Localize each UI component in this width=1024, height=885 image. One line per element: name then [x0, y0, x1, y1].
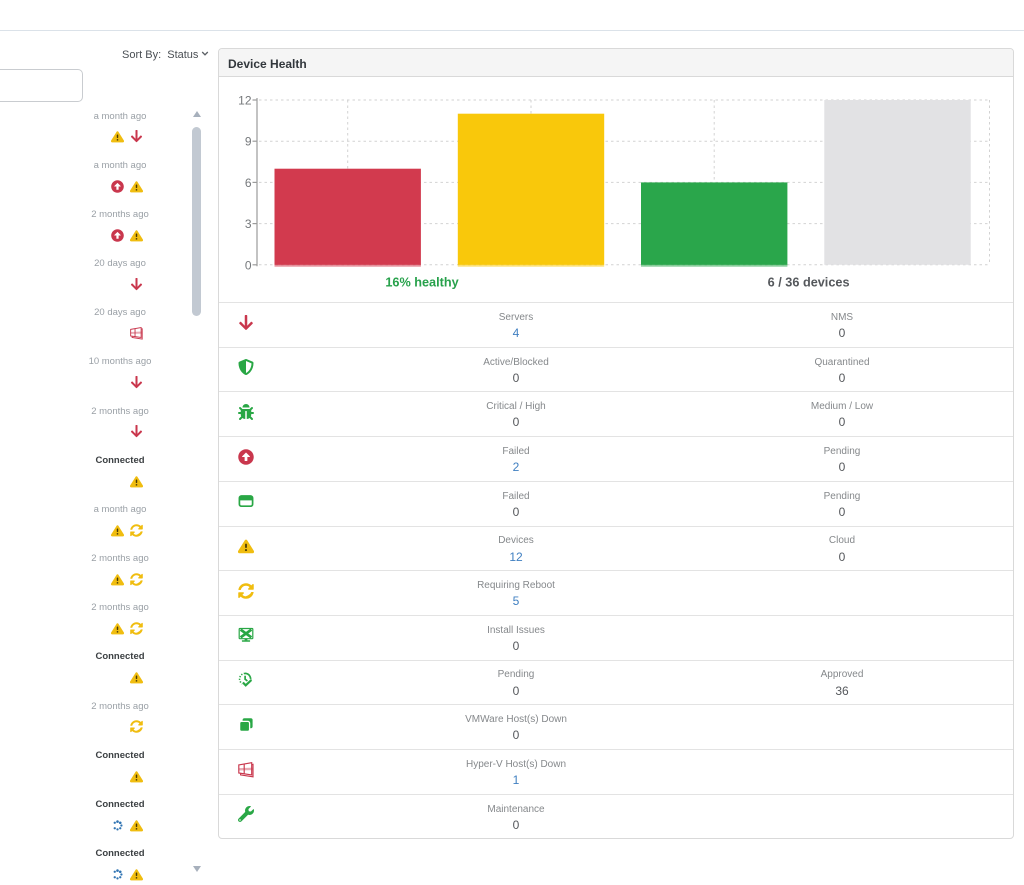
svg-text:16% healthy: 16% healthy [385, 276, 458, 290]
svg-text:6 / 36 devices: 6 / 36 devices [768, 276, 850, 290]
svg-text:0: 0 [245, 258, 252, 272]
svg-text:12: 12 [238, 94, 252, 108]
svg-text:9: 9 [245, 135, 252, 149]
svg-text:6: 6 [245, 176, 252, 190]
svg-text:3: 3 [245, 217, 252, 231]
